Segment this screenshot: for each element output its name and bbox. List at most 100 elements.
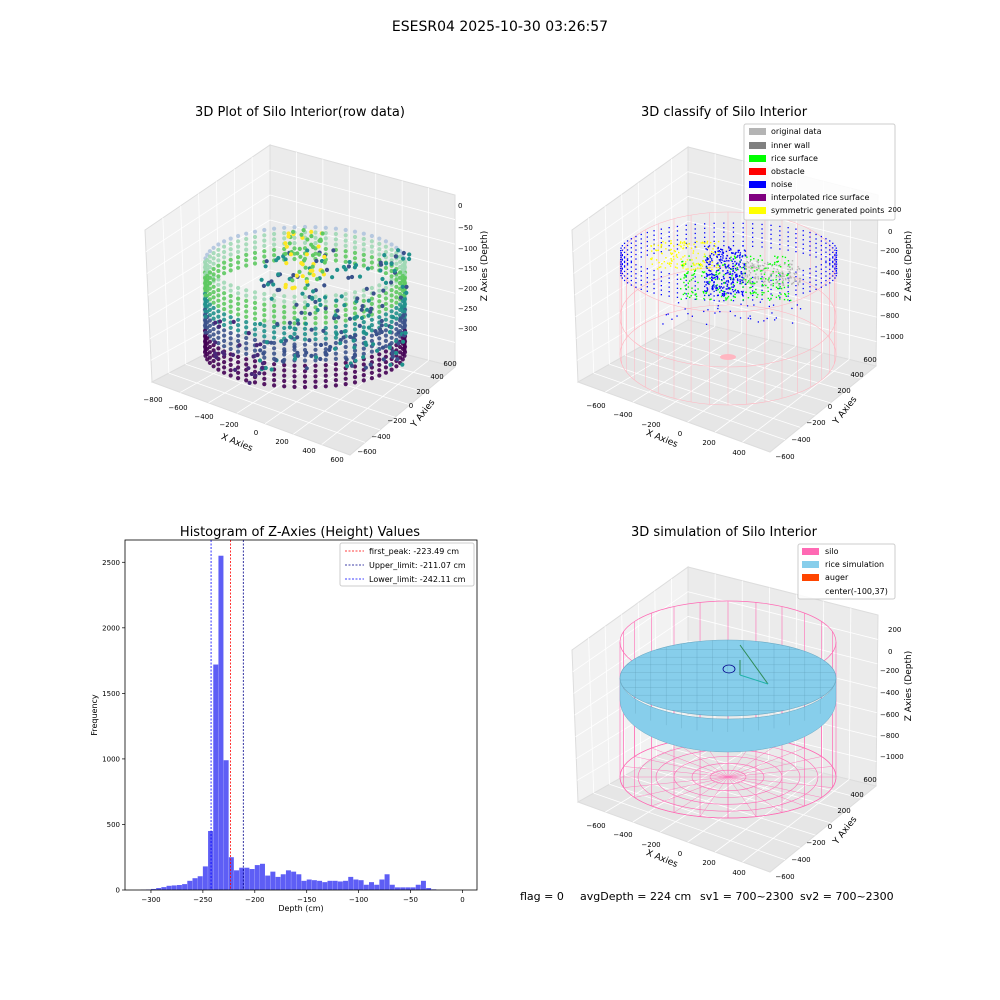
original-point [782,282,784,285]
noise-point [635,235,637,238]
grid-line [180,205,187,365]
histogram-bar [182,884,188,890]
symmetric-point [711,264,713,267]
raw-point [304,350,309,355]
rice-surface-point [772,282,775,285]
rice-surface-point [736,267,738,269]
noise-point [787,227,789,229]
symmetric-point [695,263,698,265]
noise-point [739,317,742,319]
raw-point [401,250,406,256]
raw-point [228,293,233,299]
raw-point [377,299,382,304]
noise-point [835,247,837,249]
panel-histogram: Histogram of Z-Axies (Height) Values −30… [90,525,478,913]
raw-point [257,371,262,376]
raw-point [302,379,308,384]
raw-point [222,365,227,370]
rice-surface-point [688,255,690,257]
noise-point [694,298,696,300]
histogram-bar [415,884,421,890]
noise-point [723,231,725,233]
histogram-vlines [210,540,244,890]
raw-point [228,362,233,367]
raw-z-tick: −50 [458,224,473,232]
legend-label: Upper_limit: -211.07 cm [369,561,466,570]
raw-point [398,280,403,286]
symmetric-point [682,263,685,265]
raw-y-tick: −400 [371,433,390,441]
raw-point [377,309,382,314]
raw-point [203,346,208,351]
raw-point [262,233,267,238]
noise-point [720,258,722,260]
raw-point [282,310,287,315]
raw-point [377,357,382,362]
noise-point [677,302,680,304]
original-point [775,282,777,284]
original-point [764,280,766,283]
raw-point [228,236,233,241]
noise-point [734,271,736,274]
raw-point [333,319,338,324]
noise-point [761,289,763,291]
raw-point [302,258,307,263]
raw-point [361,373,366,378]
raw-point [292,374,297,379]
noise-point [829,253,831,256]
raw-point [222,352,227,357]
rice-surface-point [684,274,686,276]
noise-point [740,290,743,293]
raw-point [211,251,216,256]
noise-point [623,275,626,277]
raw-point [252,261,258,266]
noise-point [704,276,706,279]
noise-point [635,264,637,266]
histogram-y-tick-label: 1500 [102,690,120,698]
symmetric-point [708,255,710,257]
raw-point [313,363,318,368]
sim-y-tick: −400 [791,856,810,864]
noise-point [711,272,713,275]
histogram-bar [317,880,323,890]
original-point [781,275,784,277]
raw-z-tick: 0 [458,202,462,210]
noise-point [832,265,834,267]
raw-point [252,234,258,240]
grid-line [605,746,716,813]
rice-surface-point [705,277,707,280]
rice-surface-point [701,275,703,277]
rice-surface-point [784,256,787,259]
noise-point [815,279,817,281]
rice-surface-point [681,261,683,263]
noise-point [742,240,744,242]
rice-surface-point [771,294,773,297]
noise-point [620,247,622,249]
noise-point [660,228,662,230]
raw-point [383,296,388,301]
rice-surface-point [686,295,689,297]
raw-point [352,240,358,245]
legend-label: inner wall [771,141,810,150]
raw-point [287,320,292,325]
histogram-bar [337,881,343,890]
noise-point [707,258,710,260]
original-point [749,278,751,280]
histogram-bar [150,888,156,890]
raw-point [228,268,233,273]
raw-point [333,253,338,258]
noise-point [713,274,716,276]
raw-point [323,225,328,230]
rice-surface-point [734,257,736,259]
histogram-bar [228,857,234,890]
grid-line [660,759,769,833]
symmetric-point [683,263,686,265]
original-point [764,262,766,265]
raw-point [302,385,308,390]
noise-point [660,242,662,244]
noise-point [732,236,735,238]
noise-point [711,274,713,276]
raw-point [377,293,382,299]
raw-point [402,350,408,355]
symmetric-point [684,255,686,257]
